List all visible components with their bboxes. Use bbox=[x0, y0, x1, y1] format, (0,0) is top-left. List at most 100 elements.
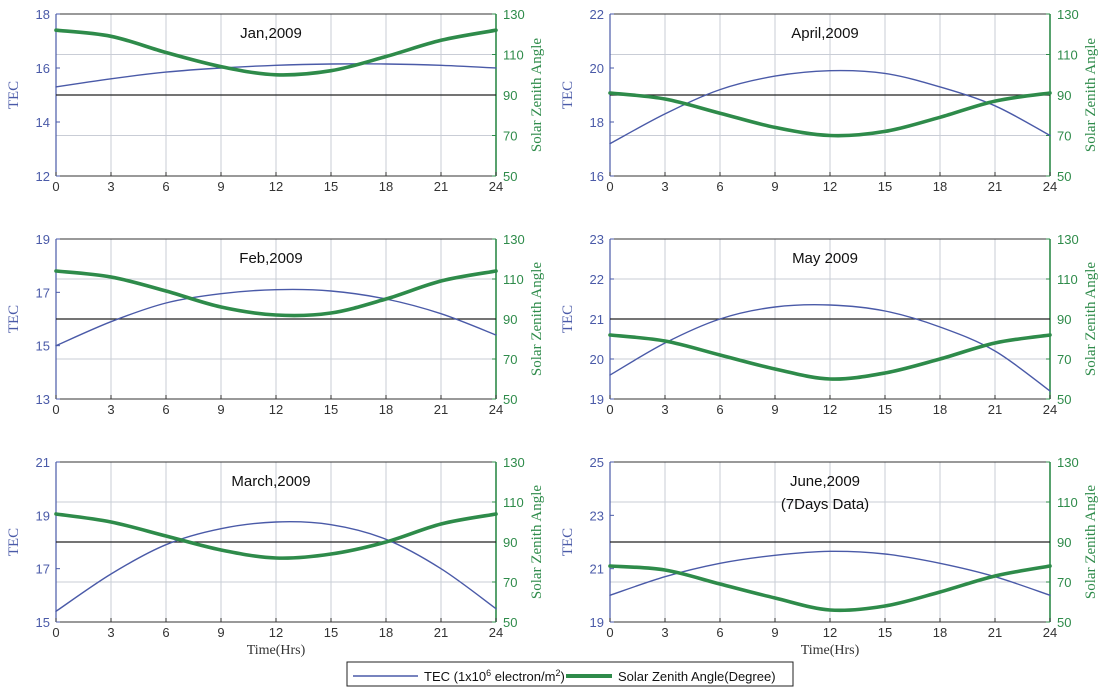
chart-title: April,2009 bbox=[791, 25, 859, 42]
x-tick-label: 21 bbox=[988, 179, 1002, 194]
x-tick-label: 3 bbox=[661, 179, 668, 194]
y-tick-label-left: 15 bbox=[36, 615, 50, 630]
chart-title: May 2009 bbox=[792, 250, 858, 267]
x-tick-label: 9 bbox=[217, 402, 224, 417]
y-tick-label-right: 70 bbox=[1057, 575, 1071, 590]
y-axis-label-left: TEC bbox=[560, 81, 576, 109]
x-tick-label: 3 bbox=[661, 402, 668, 417]
y-tick-label-left: 17 bbox=[36, 562, 50, 577]
x-tick-label: 18 bbox=[379, 402, 393, 417]
x-tick-label: 9 bbox=[771, 179, 778, 194]
y-tick-label-right: 90 bbox=[1057, 88, 1071, 103]
series-line-tec bbox=[55, 63, 497, 88]
x-tick-label: 15 bbox=[878, 625, 892, 640]
x-tick-label: 3 bbox=[107, 179, 114, 194]
y-tick-label-right: 70 bbox=[503, 352, 517, 367]
y-tick-label-left: 16 bbox=[590, 169, 604, 184]
x-tick-label: 0 bbox=[52, 179, 59, 194]
y-tick-label-left: 23 bbox=[590, 508, 604, 523]
x-tick-label: 24 bbox=[1043, 179, 1057, 194]
x-tick-label: 12 bbox=[269, 625, 283, 640]
x-tick-label: 6 bbox=[162, 179, 169, 194]
x-tick-label: 6 bbox=[162, 625, 169, 640]
y-tick-label-right: 90 bbox=[503, 535, 517, 550]
y-tick-label-right: 130 bbox=[503, 7, 525, 22]
y-tick-label-left: 21 bbox=[590, 562, 604, 577]
y-tick-label-right: 90 bbox=[1057, 535, 1071, 550]
x-tick-label: 15 bbox=[878, 179, 892, 194]
series-line-tec bbox=[609, 69, 1051, 145]
x-tick-label: 6 bbox=[716, 625, 723, 640]
y-axis-label-right: Solar Zenith Angle bbox=[1083, 38, 1099, 152]
series-line-solar-zenith bbox=[54, 269, 498, 318]
x-tick-label: 6 bbox=[162, 402, 169, 417]
y-tick-label-right: 50 bbox=[1057, 169, 1071, 184]
x-tick-label: 18 bbox=[933, 402, 947, 417]
y-tick-label-right: 130 bbox=[503, 232, 525, 247]
legend-label-solar-zenith: Solar Zenith Angle(Degree) bbox=[618, 669, 776, 684]
y-tick-label-right: 50 bbox=[503, 615, 517, 630]
chart-panel-4: 0 3 6 9 12 15 18 21 24 19 20 21 22 23 50 70 90 110 130 TEC S… bbox=[560, 232, 1099, 417]
x-tick-label: 15 bbox=[324, 625, 338, 640]
y-tick-label-right: 130 bbox=[503, 455, 525, 470]
y-tick-label-left: 19 bbox=[590, 615, 604, 630]
y-tick-label-left: 17 bbox=[36, 285, 50, 300]
legend: TEC (1x106 electron/m2) Solar Zenith Angl… bbox=[346, 661, 794, 687]
series-line-tec bbox=[55, 288, 497, 347]
y-tick-label-right: 110 bbox=[1057, 495, 1078, 510]
y-tick-label-left: 22 bbox=[590, 7, 604, 22]
x-tick-label: 12 bbox=[823, 179, 837, 194]
chart-panel-1: 0 3 6 9 12 15 18 21 24 12 14 16 18 50 70 90 110 130 TEC Sol… bbox=[6, 7, 545, 194]
x-tick-label: 21 bbox=[434, 179, 448, 194]
y-tick-label-left: 20 bbox=[590, 61, 604, 76]
x-tick-label: 9 bbox=[217, 625, 224, 640]
x-tick-label: 21 bbox=[988, 402, 1002, 417]
x-tick-label: 21 bbox=[434, 625, 448, 640]
y-tick-label-right: 70 bbox=[1057, 352, 1071, 367]
y-tick-label-right: 70 bbox=[503, 129, 517, 144]
series-line-tec bbox=[55, 521, 497, 612]
y-tick-label-left: 16 bbox=[36, 61, 50, 76]
x-tick-label: 18 bbox=[379, 625, 393, 640]
y-tick-label-left: 19 bbox=[590, 392, 604, 407]
x-tick-label: 0 bbox=[606, 179, 613, 194]
y-tick-label-left: 19 bbox=[36, 508, 50, 523]
chart-panel-5: 0 3 6 9 12 15 18 21 24 15 17 19 21 50 70 90 110 130 TEC Sol… bbox=[6, 455, 545, 658]
y-tick-label-left: 18 bbox=[36, 7, 50, 22]
y-axis-label-right: Solar Zenith Angle bbox=[529, 485, 545, 599]
x-tick-label: 18 bbox=[933, 625, 947, 640]
y-tick-label-right: 130 bbox=[1057, 232, 1079, 247]
series-line-solar-zenith bbox=[608, 564, 1052, 613]
y-tick-label-right: 110 bbox=[503, 48, 524, 63]
x-tick-label: 0 bbox=[52, 402, 59, 417]
x-tick-label: 6 bbox=[716, 179, 723, 194]
y-tick-label-right: 110 bbox=[1057, 272, 1078, 287]
x-tick-label: 3 bbox=[107, 402, 114, 417]
y-tick-label-left: 12 bbox=[36, 169, 50, 184]
y-tick-label-right: 70 bbox=[503, 575, 517, 590]
y-tick-label-right: 110 bbox=[503, 272, 524, 287]
y-axis-label-left: TEC bbox=[560, 528, 576, 556]
legend-label-tec: TEC (1x106 electron/m2) bbox=[424, 668, 565, 684]
y-axis-label-right: Solar Zenith Angle bbox=[529, 262, 545, 376]
x-tick-label: 21 bbox=[434, 402, 448, 417]
x-tick-label: 12 bbox=[823, 625, 837, 640]
y-tick-label-right: 110 bbox=[503, 495, 524, 510]
y-tick-label-left: 25 bbox=[590, 455, 604, 470]
y-tick-label-right: 130 bbox=[1057, 455, 1079, 470]
x-tick-label: 24 bbox=[489, 179, 503, 194]
x-tick-label: 9 bbox=[217, 179, 224, 194]
y-axis-label-left: TEC bbox=[6, 528, 22, 556]
y-tick-label-left: 13 bbox=[36, 392, 50, 407]
x-tick-label: 0 bbox=[52, 625, 59, 640]
y-tick-label-right: 110 bbox=[1057, 48, 1078, 63]
y-tick-label-right: 90 bbox=[503, 312, 517, 327]
x-tick-label: 12 bbox=[269, 402, 283, 417]
y-axis-label-right: Solar Zenith Angle bbox=[529, 38, 545, 152]
y-tick-label-right: 50 bbox=[1057, 615, 1071, 630]
x-tick-label: 3 bbox=[661, 625, 668, 640]
x-tick-label: 21 bbox=[988, 625, 1002, 640]
y-tick-label-right: 70 bbox=[1057, 129, 1071, 144]
x-tick-label: 15 bbox=[324, 402, 338, 417]
